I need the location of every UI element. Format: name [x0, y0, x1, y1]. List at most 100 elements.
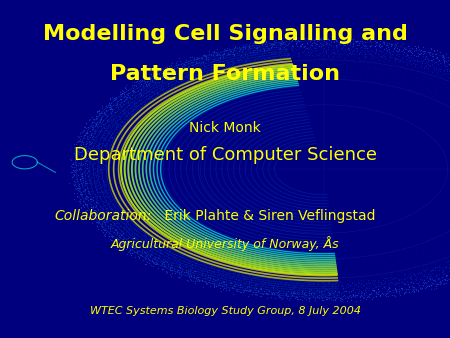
Point: [369, 79, 376, 84]
Point: [145, 234, 152, 239]
Point: [79, 189, 86, 194]
Point: [119, 162, 126, 167]
Point: [364, 70, 371, 75]
Point: [371, 277, 378, 282]
Point: [441, 276, 448, 282]
Point: [113, 147, 120, 152]
Point: [320, 255, 328, 260]
Point: [420, 50, 427, 56]
Point: [297, 270, 304, 276]
Point: [423, 246, 430, 251]
Point: [202, 260, 209, 266]
Point: [76, 145, 83, 151]
Point: [199, 273, 206, 278]
Point: [419, 73, 427, 78]
Point: [144, 176, 151, 182]
Point: [223, 273, 230, 279]
Point: [312, 42, 319, 47]
Point: [111, 220, 118, 225]
Point: [193, 87, 200, 93]
Point: [129, 244, 136, 250]
Point: [362, 44, 369, 50]
Point: [80, 177, 87, 183]
Point: [142, 222, 149, 227]
Point: [177, 74, 184, 79]
Point: [416, 244, 423, 249]
Point: [93, 180, 100, 186]
Point: [405, 284, 413, 289]
Point: [424, 252, 432, 257]
Point: [351, 280, 358, 285]
Point: [254, 288, 261, 293]
Point: [394, 40, 401, 46]
Point: [375, 257, 382, 263]
Point: [219, 268, 226, 273]
Point: [243, 63, 250, 68]
Point: [111, 170, 118, 176]
Point: [252, 257, 259, 262]
Point: [420, 74, 427, 79]
Point: [382, 43, 390, 48]
Point: [446, 257, 450, 262]
Point: [413, 274, 420, 280]
Point: [229, 61, 236, 66]
Point: [138, 114, 145, 119]
Point: [194, 72, 201, 78]
Point: [219, 82, 226, 88]
Point: [409, 87, 416, 93]
Point: [101, 187, 108, 193]
Point: [217, 281, 225, 286]
Point: [336, 75, 343, 81]
Point: [147, 112, 154, 118]
Point: [360, 67, 367, 72]
Point: [165, 221, 172, 226]
Point: [408, 247, 415, 252]
Point: [406, 57, 414, 63]
Point: [84, 197, 91, 203]
Point: [308, 273, 315, 278]
Point: [198, 245, 205, 250]
Point: [283, 293, 290, 299]
Point: [147, 146, 154, 151]
Point: [189, 72, 196, 77]
Point: [189, 262, 196, 268]
Point: [300, 285, 307, 290]
Point: [87, 201, 94, 206]
Point: [352, 273, 360, 279]
Point: [86, 147, 93, 153]
Point: [231, 48, 238, 53]
Point: [175, 265, 182, 270]
Point: [191, 94, 198, 100]
Point: [135, 114, 142, 119]
Point: [119, 119, 126, 124]
Point: [139, 199, 146, 204]
Point: [397, 258, 405, 263]
Point: [244, 72, 252, 78]
Point: [175, 248, 182, 253]
Point: [292, 265, 299, 270]
Point: [114, 142, 121, 147]
Point: [365, 270, 372, 275]
Point: [412, 281, 419, 286]
Point: [98, 134, 105, 140]
Point: [403, 262, 410, 267]
Point: [249, 82, 256, 88]
Point: [302, 36, 309, 41]
Point: [178, 74, 185, 80]
Point: [382, 60, 390, 65]
Point: [84, 188, 91, 193]
Point: [392, 276, 399, 281]
Point: [385, 261, 392, 266]
Point: [145, 215, 152, 220]
Point: [171, 97, 179, 102]
Point: [241, 70, 248, 76]
Point: [93, 115, 100, 121]
Point: [231, 66, 238, 71]
Point: [413, 75, 420, 80]
Point: [219, 51, 226, 56]
Point: [199, 271, 206, 276]
Point: [155, 140, 162, 145]
Point: [161, 206, 168, 211]
Point: [156, 132, 163, 138]
Point: [193, 102, 200, 107]
